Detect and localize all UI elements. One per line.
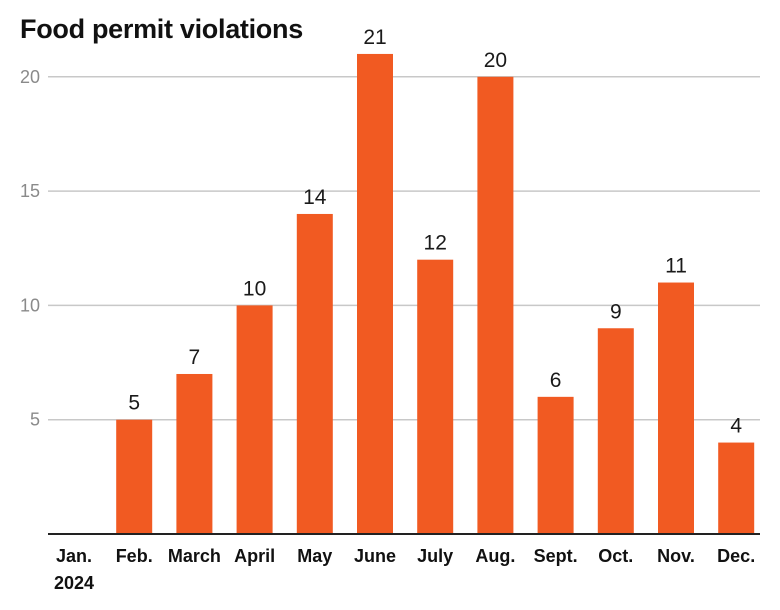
- y-tick-label: 5: [30, 410, 40, 430]
- bar-oct: [597, 328, 634, 534]
- x-tick-label: July: [417, 546, 453, 566]
- x-tick-label: May: [297, 546, 332, 566]
- data-label: 20: [484, 49, 507, 72]
- y-tick-label: 10: [20, 295, 40, 315]
- bar-sept: [537, 396, 574, 534]
- data-label: 9: [610, 300, 622, 323]
- bar-dec: [718, 442, 755, 534]
- data-label: 21: [363, 26, 386, 49]
- data-label: 7: [189, 346, 201, 369]
- x-tick-label: Jan.: [56, 546, 92, 566]
- data-label: 11: [665, 255, 687, 278]
- bar-nov: [658, 282, 694, 534]
- bar-feb: [116, 419, 153, 534]
- x-tick-label: June: [354, 546, 396, 566]
- x-tick-label: Oct.: [598, 546, 633, 566]
- bars: [116, 53, 755, 535]
- x-tick-label: Aug.: [475, 546, 515, 566]
- bar-april: [236, 305, 273, 534]
- bar-july: [417, 259, 454, 534]
- bar-march: [176, 373, 213, 534]
- data-label: 14: [303, 186, 327, 209]
- bar-may: [296, 213, 333, 534]
- data-label: 6: [550, 369, 562, 392]
- x-tick-label: March: [168, 546, 221, 566]
- x-tick-label: Feb.: [116, 546, 153, 566]
- bar-june: [357, 53, 393, 534]
- chart-title: Food permit violations: [20, 14, 303, 44]
- year-label: 2024: [54, 573, 94, 593]
- labels: 5 10 15 20 Jan. 5 Feb. 7 March 10 April 14 May 21 June…: [20, 26, 755, 593]
- x-tick-label: April: [234, 546, 275, 566]
- data-label: 10: [243, 277, 266, 300]
- data-label: 4: [730, 415, 742, 438]
- data-label: 5: [128, 392, 140, 415]
- bar-aug: [477, 76, 514, 535]
- data-label: 12: [424, 232, 447, 255]
- y-tick-label: 20: [20, 67, 40, 87]
- gridlines: [48, 76, 760, 421]
- x-tick-label: Dec.: [717, 546, 755, 566]
- x-tick-label: Nov.: [657, 546, 695, 566]
- y-tick-label: 15: [20, 181, 40, 201]
- x-tick-label: Sept.: [534, 546, 578, 566]
